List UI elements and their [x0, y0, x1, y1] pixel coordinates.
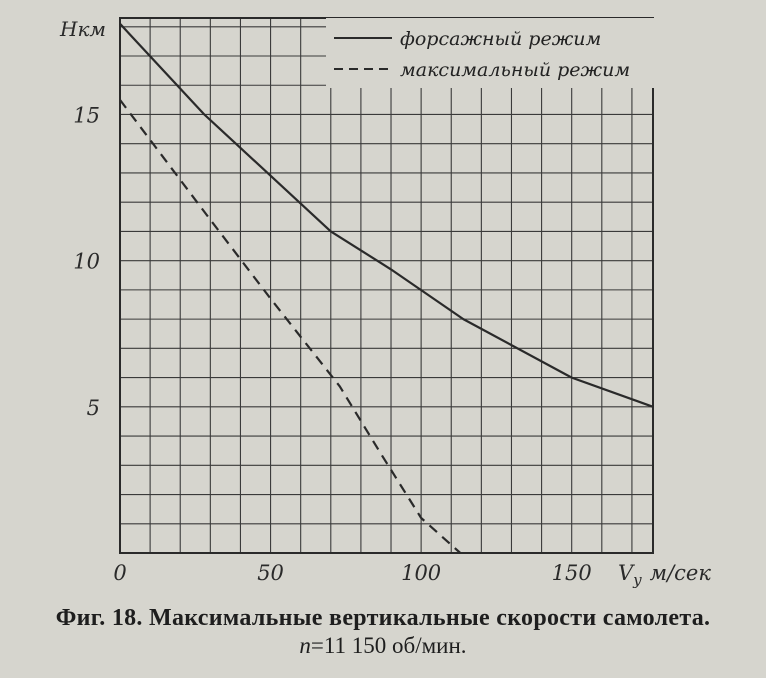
figure-caption: Фиг. 18. Максимальные вертикальные скоро… [0, 604, 766, 660]
x-tick-label: 100 [401, 561, 441, 585]
legend: форсажный режим максимальный режим [326, 18, 658, 88]
y-tick-label: 15 [73, 103, 100, 127]
plot-frame [119, 17, 654, 554]
x-axis-label: Vy м/сек [618, 561, 711, 589]
plot-border [119, 17, 654, 554]
grid [120, 18, 653, 553]
caption-rpm-value: =11 150 об/мин. [310, 633, 467, 658]
x-tick-label: 50 [257, 561, 284, 585]
tick-labels: 0 50 100 150 5 10 15 [73, 103, 591, 585]
x-tick-label: 150 [552, 561, 592, 585]
x-tick-label: 0 [113, 561, 126, 585]
legend-entry-maksimal: максимальный режим [400, 59, 630, 81]
x-axis-unit: м/сек [650, 561, 712, 585]
caption-rpm: n=11 150 об/мин. [0, 632, 766, 660]
caption-n-symbol: n [299, 633, 311, 658]
series-line-maksimal [119, 99, 462, 554]
legend-entry-forsazh: форсажный режим [400, 28, 601, 50]
y-axis-label: Hкм [59, 17, 106, 41]
y-tick-label: 5 [87, 396, 100, 420]
legend-box [326, 18, 658, 88]
caption-title: Фиг. 18. Максимальные вертикальные скоро… [55, 605, 711, 631]
series-line-forsazh [119, 23, 654, 408]
x-axis-subscript: y [632, 571, 642, 589]
x-axis-symbol: V [618, 561, 635, 585]
chart: 0 50 100 150 5 10 15 Hкм Vy м/сек форсажный реж… [59, 17, 711, 589]
y-tick-label: 10 [73, 250, 100, 274]
series-group [119, 23, 654, 554]
